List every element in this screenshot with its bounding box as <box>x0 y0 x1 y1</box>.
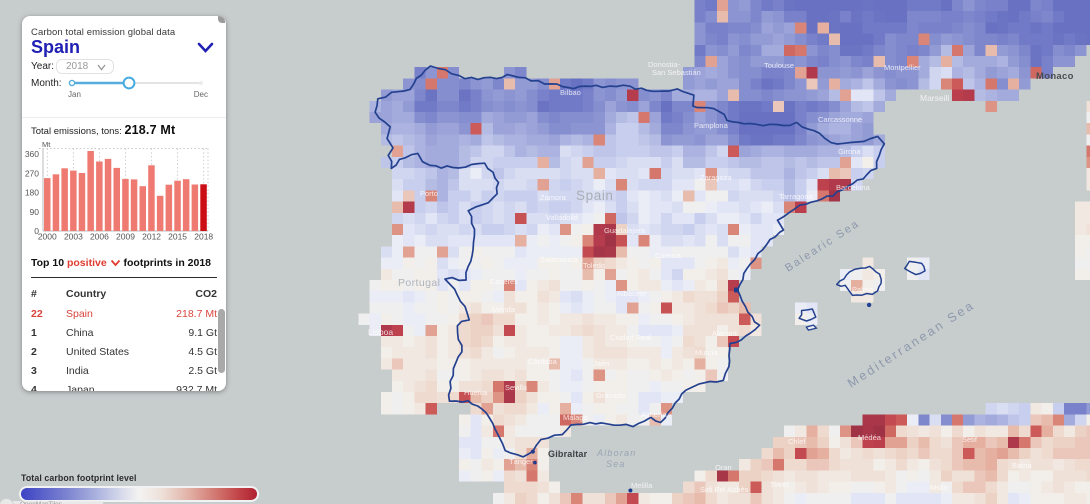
svg-text:Córdoba: Córdoba <box>528 357 558 366</box>
svg-text:San Sebastián: San Sebastián <box>652 68 701 77</box>
svg-text:Toledo: Toledo <box>583 261 605 270</box>
svg-text:Carcassonne: Carcassonne <box>818 115 862 124</box>
svg-text:Málaga: Málaga <box>563 413 588 422</box>
svg-text:180: 180 <box>25 188 39 198</box>
svg-text:Toulouse: Toulouse <box>764 61 794 70</box>
svg-text:Mérida: Mérida <box>492 305 516 314</box>
svg-text:Marseill: Marseill <box>920 93 949 103</box>
svg-text:Batna: Batna <box>1012 461 1032 470</box>
svg-text:Spain: Spain <box>576 188 614 203</box>
svg-text:360: 360 <box>25 149 39 159</box>
svg-text:Alacant: Alacant <box>712 329 738 338</box>
svg-text:Médéa: Médéa <box>858 433 882 442</box>
svg-text:Montpellier: Montpellier <box>884 63 921 72</box>
svg-text:2018: 2018 <box>194 232 213 242</box>
svg-text:Ciudad Real: Ciudad Real <box>610 333 652 342</box>
svg-text:Tánger: Tánger <box>509 457 533 466</box>
svg-text:2009: 2009 <box>116 232 135 242</box>
svg-text:Porto: Porto <box>420 189 438 198</box>
svg-text:Chlef: Chlef <box>788 437 806 446</box>
svg-text:2012: 2012 <box>142 232 161 242</box>
svg-text:Granada: Granada <box>596 391 626 400</box>
svg-text:2000: 2000 <box>38 232 57 242</box>
svg-text:2015: 2015 <box>168 232 187 242</box>
svg-text:Albacete: Albacete <box>617 289 646 298</box>
svg-text:270: 270 <box>25 168 39 178</box>
svg-text:Girona: Girona <box>838 147 861 156</box>
svg-text:Gibraltar: Gibraltar <box>548 449 588 459</box>
svg-text:Zamora: Zamora <box>540 193 567 202</box>
svg-text:Msila: Msila <box>930 483 948 492</box>
svg-text:Cáceres: Cáceres <box>490 277 518 286</box>
svg-text:Almería: Almería <box>641 410 668 419</box>
svg-text:Huelva: Huelva <box>464 388 488 397</box>
svg-text:Tiaret: Tiaret <box>770 480 790 489</box>
svg-text:90: 90 <box>30 207 40 217</box>
svg-text:Barcelona: Barcelona <box>836 183 871 192</box>
svg-text:Portugal: Portugal <box>398 277 440 289</box>
svg-text:Lisboa: Lisboa <box>368 327 393 337</box>
svg-text:Salamanca: Salamanca <box>540 255 578 264</box>
svg-text:Zaragoza: Zaragoza <box>700 173 733 182</box>
svg-text:Cuenca: Cuenca <box>655 251 682 260</box>
svg-text:Palma: Palma <box>852 285 874 294</box>
svg-text:Pamplona: Pamplona <box>694 121 729 130</box>
svg-text:Oran: Oran <box>715 463 732 472</box>
svg-text:Sidi Bel Abbès: Sidi Bel Abbès <box>700 485 749 494</box>
svg-text:Alboran: Alboran <box>596 448 636 458</box>
svg-text:2006: 2006 <box>90 232 109 242</box>
svg-text:Monaco: Monaco <box>1036 71 1074 82</box>
svg-text:Sétif: Sétif <box>962 435 978 444</box>
svg-text:Sevilla: Sevilla <box>505 383 528 392</box>
svg-text:Bilbao: Bilbao <box>560 88 581 97</box>
svg-text:Guadalajara: Guadalajara <box>604 226 646 235</box>
svg-text:2003: 2003 <box>64 232 83 242</box>
svg-text:Valladolid: Valladolid <box>546 213 578 222</box>
svg-text:Murcia: Murcia <box>695 348 718 357</box>
svg-text:Melilla: Melilla <box>631 481 653 490</box>
svg-text:Jaén: Jaén <box>593 359 609 368</box>
svg-text:Donostia-: Donostia- <box>648 60 681 69</box>
svg-text:Sea: Sea <box>606 459 626 469</box>
svg-text:0: 0 <box>34 226 39 236</box>
svg-text:Tarragona: Tarragona <box>779 192 814 201</box>
